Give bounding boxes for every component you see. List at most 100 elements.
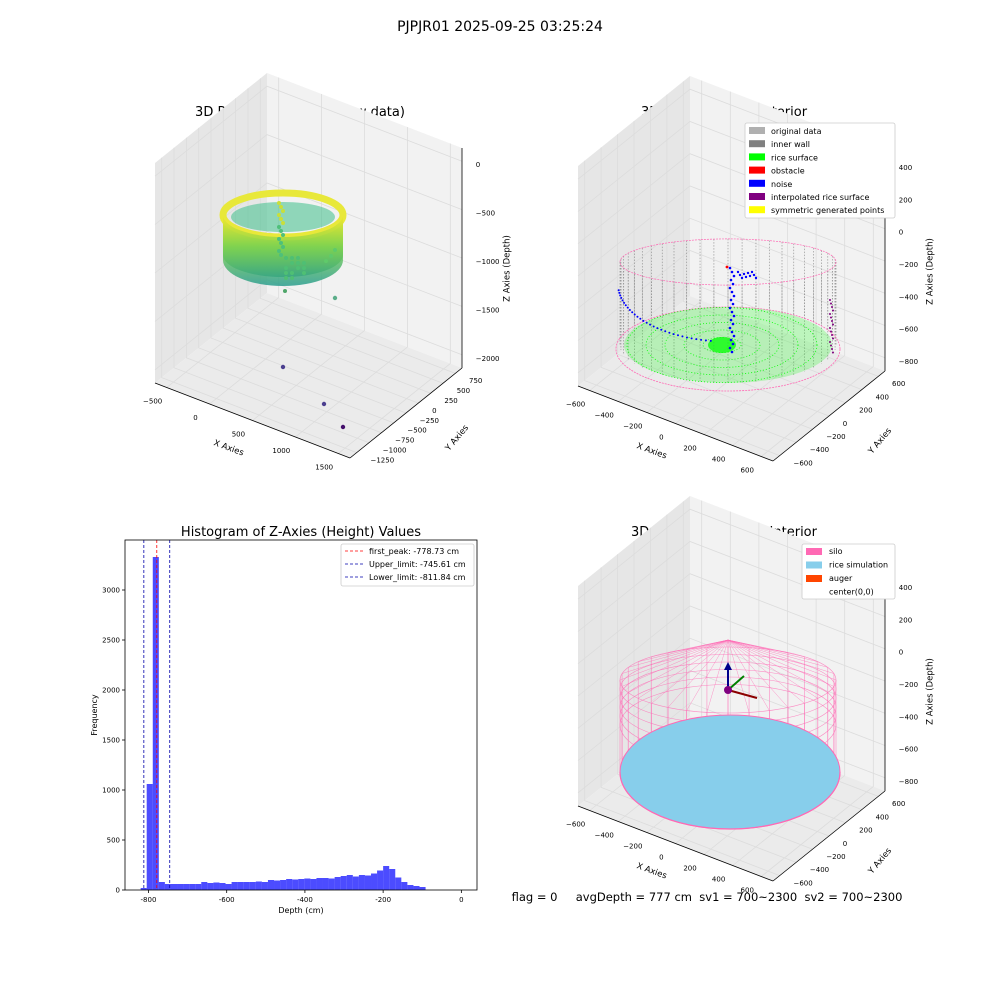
z-tick-label: −2000 [476, 355, 500, 363]
center-point [279, 229, 283, 233]
x-tick-label: 400 [712, 456, 725, 464]
scatter-point [333, 248, 337, 252]
center-point [724, 686, 732, 694]
histogram-bar [225, 884, 232, 890]
noise-point [685, 336, 688, 339]
noise-point [631, 311, 634, 314]
silo-roof-wire [628, 639, 729, 693]
z-tick-label: −500 [476, 210, 495, 218]
histogram-bar [395, 877, 402, 890]
histogram-title: Histogram of Z-Axies (Height) Values [181, 525, 421, 540]
histogram-bar [243, 882, 250, 890]
center-point [279, 241, 283, 245]
y-tick-label: 200 [859, 827, 872, 835]
x-axis-label: X Axies [635, 861, 668, 881]
center-point [277, 225, 281, 229]
y-tick-label: 0 [432, 407, 436, 415]
legend-frame [801, 543, 896, 600]
grid-line [154, 134, 463, 225]
grid-line [209, 94, 323, 405]
histogram-bar [401, 882, 408, 890]
legend-label: first_peak: -778.73 cm [369, 547, 459, 556]
y-tick-label: 250 [444, 397, 457, 405]
histogram-bar [292, 879, 299, 890]
y-axis-line [349, 367, 463, 459]
noise-point [652, 325, 655, 328]
histogram-bar [274, 880, 281, 890]
legend-label: interpolated rice surface [771, 193, 869, 202]
noise-point [728, 306, 732, 310]
histogram-bar [322, 878, 329, 890]
figure-suptitle: PJPJR01 2025-09-25 03:25:24 [397, 19, 603, 35]
noise-point [672, 333, 675, 336]
histogram-bar [352, 876, 359, 890]
histogram-bar [371, 873, 378, 890]
histogram-bar [207, 883, 214, 890]
grid-line [338, 143, 451, 454]
noise-point [742, 272, 746, 276]
grid-line [161, 157, 357, 453]
grid-line [577, 250, 886, 341]
noise-point [732, 274, 736, 278]
noise-point [730, 310, 734, 314]
scatter-point [296, 256, 300, 260]
outlier-point [280, 364, 286, 370]
ring-floor [231, 202, 335, 232]
histogram-bar [298, 879, 305, 890]
interpolated-point [829, 313, 831, 315]
scatter-point [284, 256, 288, 260]
x-arrow [727, 689, 758, 699]
histogram-bar [267, 880, 275, 890]
rice-surface-ring [645, 314, 799, 376]
x-tick-label: −500 [143, 398, 162, 406]
noise-point [754, 276, 758, 280]
noise-point [732, 314, 736, 318]
x-tick-label: 0 [659, 434, 663, 442]
interpolated-point [830, 302, 832, 305]
z-tick-label: −600 [899, 326, 918, 334]
grid-line [222, 108, 419, 404]
grid-line [577, 185, 886, 277]
legend-frame [744, 122, 896, 219]
noise-point [628, 309, 631, 312]
silo-roof-wire [727, 639, 805, 657]
interpolated-point [831, 348, 833, 350]
rice-simulation-surface [619, 714, 841, 830]
z-tick-label: 0 [899, 229, 903, 237]
rice-surface-ring [626, 307, 818, 383]
legend-label: Lower_limit: -811.84 cm [369, 573, 466, 582]
noise-point [619, 294, 622, 297]
simulation-legend: silo rice simulation auger center(0,0) [801, 543, 896, 600]
rice-surface-ring [683, 329, 761, 361]
z-tick-label: −800 [899, 778, 918, 786]
z-tick-label: −800 [899, 358, 918, 366]
classify-legend: original data inner wall rice surface obsta… [744, 122, 896, 219]
grid-line [577, 217, 886, 309]
histogram-bar [419, 887, 426, 890]
ring-front-wall [223, 215, 343, 286]
interpolated-point [830, 344, 832, 347]
y-tick-label: 2500 [102, 637, 120, 645]
histogram-bar [358, 875, 365, 890]
silo-roof-wire [727, 639, 818, 662]
y-tick-label: −1250 [370, 456, 394, 464]
scatter-point [329, 254, 333, 258]
x-tick-label: -200 [375, 896, 391, 904]
interpolated-point [831, 334, 833, 336]
y-tick-label: −400 [810, 866, 829, 874]
x-axis-label: Depth (cm) [278, 906, 323, 915]
legend-swatch [749, 179, 765, 187]
grid-line [198, 127, 394, 424]
x-axis-line [577, 805, 774, 882]
noise-point [728, 346, 732, 350]
z-tick-label: 200 [899, 196, 912, 204]
interpolated-point [830, 316, 832, 319]
x-tick-label: 1000 [272, 447, 290, 455]
histogram-bar [201, 882, 208, 890]
histogram-bar [177, 884, 184, 890]
classify-3d-plot: 3D classify of Silo Interior −600−400−20… [566, 76, 935, 475]
noise-point [624, 304, 627, 307]
x-axis-label: X Axies [635, 441, 668, 461]
noise-point [645, 321, 648, 324]
y-axis-line [772, 370, 886, 462]
